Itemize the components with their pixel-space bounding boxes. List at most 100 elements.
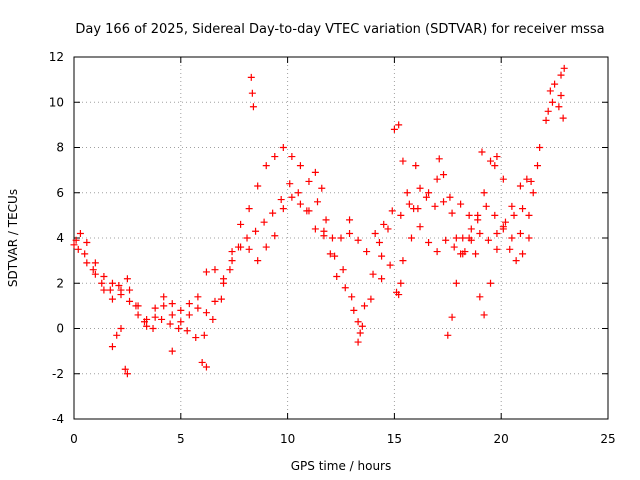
- data-point: [480, 311, 488, 319]
- data-point: [435, 155, 443, 163]
- data-point: [446, 193, 454, 201]
- data-point: [559, 114, 567, 122]
- data-point: [277, 196, 285, 204]
- data-point: [318, 184, 326, 192]
- data-point: [416, 184, 424, 192]
- data-point: [76, 229, 84, 237]
- x-tick-label: 0: [70, 432, 78, 446]
- data-point: [252, 227, 260, 235]
- y-tick-label: 2: [56, 276, 64, 290]
- data-point: [198, 358, 206, 366]
- data-point: [228, 248, 236, 256]
- data-point: [262, 162, 270, 170]
- data-point: [399, 257, 407, 265]
- data-point: [499, 223, 507, 231]
- x-tick-label: 10: [280, 432, 295, 446]
- x-tick-label: 25: [600, 432, 615, 446]
- data-point: [126, 297, 134, 305]
- data-point: [108, 295, 116, 303]
- data-point: [74, 245, 82, 253]
- data-point: [254, 182, 262, 190]
- data-point: [70, 241, 78, 249]
- data-point: [209, 315, 217, 323]
- data-point: [461, 248, 469, 256]
- data-point: [168, 347, 176, 355]
- data-point: [249, 103, 257, 111]
- data-point: [117, 291, 125, 299]
- data-point: [288, 153, 296, 161]
- data-point: [484, 236, 492, 244]
- data-point: [91, 270, 99, 278]
- data-point: [348, 293, 356, 301]
- data-point: [149, 325, 157, 332]
- data-point: [158, 315, 166, 323]
- x-axis-label: GPS time / hours: [291, 459, 392, 473]
- data-point: [183, 327, 191, 335]
- data-point: [115, 282, 123, 290]
- data-point: [91, 259, 99, 267]
- data-point: [358, 322, 366, 330]
- data-point: [431, 202, 439, 210]
- data-points: [70, 64, 568, 378]
- data-point: [271, 153, 279, 161]
- data-point: [81, 250, 89, 258]
- data-point: [100, 286, 108, 294]
- data-point: [410, 205, 418, 213]
- data-point: [354, 338, 362, 346]
- data-point: [194, 293, 202, 301]
- data-point: [425, 189, 433, 197]
- data-point: [185, 311, 193, 319]
- data-point: [160, 302, 168, 310]
- data-point: [536, 144, 544, 151]
- data-point: [425, 239, 433, 247]
- data-point: [228, 257, 236, 265]
- data-point: [390, 125, 398, 133]
- series-2: [74, 64, 568, 326]
- data-point: [360, 302, 368, 310]
- data-point: [397, 211, 405, 219]
- data-point: [501, 218, 509, 226]
- data-point: [322, 216, 330, 224]
- data-point: [534, 162, 542, 170]
- data-point: [474, 211, 482, 219]
- y-tick-label: 12: [49, 50, 64, 64]
- data-point: [72, 236, 80, 244]
- data-point: [211, 266, 219, 274]
- data-point: [337, 234, 345, 242]
- data-point: [237, 243, 245, 251]
- data-point: [211, 297, 219, 305]
- x-tick-label: 20: [494, 432, 509, 446]
- data-point: [478, 148, 486, 156]
- data-point: [356, 329, 364, 337]
- data-point: [288, 193, 296, 201]
- series-3: [320, 121, 537, 330]
- data-point: [194, 304, 202, 312]
- data-point: [519, 205, 527, 213]
- data-point: [100, 272, 108, 280]
- data-point: [346, 229, 354, 237]
- y-tick-label: 4: [56, 231, 64, 245]
- data-point: [467, 225, 475, 233]
- data-point: [516, 229, 524, 237]
- data-point: [512, 257, 520, 265]
- data-point: [405, 200, 413, 208]
- data-point: [177, 306, 185, 314]
- x-tick-label: 5: [177, 432, 185, 446]
- data-point: [378, 275, 386, 283]
- data-point: [557, 91, 565, 99]
- data-point: [254, 257, 262, 265]
- data-point: [160, 293, 168, 301]
- data-point: [296, 162, 304, 170]
- data-point: [108, 279, 116, 287]
- data-point: [354, 236, 362, 244]
- data-point: [525, 211, 533, 219]
- data-point: [326, 250, 334, 258]
- y-tick-label: 8: [56, 141, 64, 155]
- data-point: [279, 144, 287, 151]
- data-point: [499, 175, 507, 183]
- data-point: [363, 248, 371, 256]
- data-point: [202, 309, 210, 317]
- data-point: [557, 71, 565, 79]
- data-point: [395, 121, 403, 129]
- data-point: [508, 202, 516, 210]
